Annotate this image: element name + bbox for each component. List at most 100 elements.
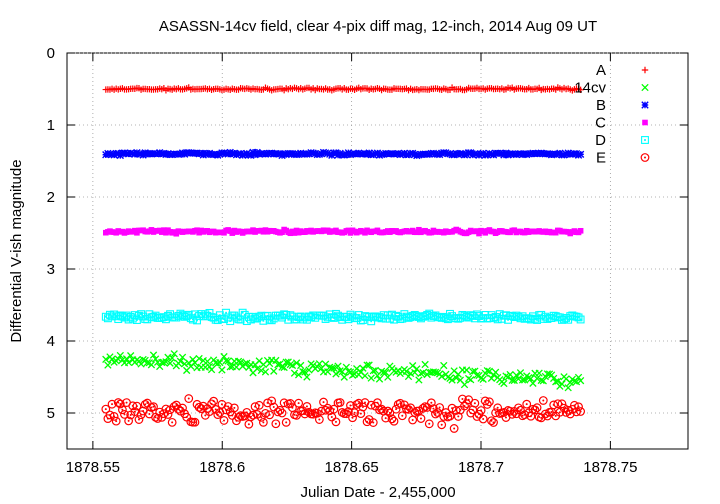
data-point: [191, 310, 199, 319]
data-point: [241, 150, 249, 159]
data-point: [127, 352, 135, 360]
data-point: [102, 355, 110, 363]
data-point: [176, 150, 185, 158]
data-point: [261, 368, 270, 376]
data-point: [385, 408, 395, 418]
data-point: [518, 312, 527, 321]
data-point: [342, 313, 351, 322]
data-point: [354, 311, 363, 319]
data-point: [417, 369, 425, 378]
data-point: [565, 409, 575, 419]
y-tick-label: 4: [47, 333, 55, 350]
data-point: [137, 310, 146, 319]
data-point: [124, 150, 133, 158]
data-point: [282, 150, 290, 159]
data-point: [409, 362, 417, 370]
data-point: [280, 363, 288, 372]
x-tick-label: 1878.55: [66, 459, 120, 476]
data-point: [164, 311, 172, 320]
data-point: [527, 374, 535, 383]
series-14cv: [102, 350, 585, 392]
data-point: [408, 415, 418, 425]
data-point: [516, 150, 525, 158]
data-point: [477, 150, 485, 158]
data-point: [111, 416, 121, 426]
legend-label: C: [595, 115, 606, 132]
data-point: [431, 409, 440, 419]
legend-marker: [641, 83, 649, 92]
data-point: [274, 361, 282, 369]
data-point: [309, 361, 317, 370]
data-point: [350, 408, 360, 418]
data-point: [572, 312, 581, 321]
data-point: [281, 417, 291, 427]
data-point: [195, 354, 203, 363]
data-point: [510, 376, 518, 385]
data-point: [397, 411, 407, 421]
data-point: [533, 316, 542, 324]
data-point: [297, 361, 305, 370]
data-point: [512, 150, 521, 159]
data-point: [560, 151, 568, 159]
data-point: [282, 358, 290, 366]
legend-item: B: [596, 97, 649, 114]
data-point: [205, 407, 214, 417]
data-point: [160, 149, 168, 158]
data-point: [214, 359, 222, 368]
data-point: [487, 150, 496, 158]
data-point: [468, 312, 477, 320]
data-point: [193, 316, 201, 325]
data-point: [532, 403, 542, 413]
x-axis-label: Julian Date - 2,455,000: [300, 484, 455, 501]
data-point: [431, 368, 440, 376]
data-point: [164, 150, 172, 158]
data-point: [223, 402, 233, 411]
legend-label: E: [596, 150, 606, 167]
data-point: [572, 378, 581, 386]
data-point: [286, 360, 295, 369]
data-point: [267, 316, 276, 325]
data-point: [415, 376, 423, 384]
data-point: [321, 315, 330, 323]
data-point: [398, 314, 407, 323]
data-point: [271, 419, 281, 429]
data-point: [328, 364, 336, 372]
data-point: [425, 150, 433, 158]
data-point: [163, 410, 173, 419]
data-point: [224, 357, 232, 365]
data-point: [300, 313, 309, 322]
y-tick-label: 3: [47, 261, 55, 278]
data-point: [348, 312, 357, 321]
data-point: [311, 149, 319, 158]
data-point: [301, 368, 309, 376]
legend-marker: [640, 153, 650, 162]
data-point: [110, 310, 119, 319]
data-point: [166, 359, 174, 367]
data-point: [292, 359, 301, 367]
x-tick-label: 1878.7: [458, 459, 504, 476]
data-point: [190, 417, 200, 427]
data-point: [462, 312, 471, 321]
data-point: [209, 313, 218, 322]
data-point: [257, 366, 265, 375]
legend-marker: [641, 66, 649, 74]
data-point: [538, 396, 548, 405]
data-point: [487, 311, 496, 320]
data-point: [424, 419, 434, 429]
data-point: [577, 227, 584, 234]
data-point: [391, 404, 401, 414]
data-point: [276, 311, 284, 320]
data-point: [205, 308, 214, 317]
data-point: [216, 358, 224, 367]
data-point: [178, 353, 187, 361]
legend-item: 14cv: [574, 80, 649, 97]
data-point: [232, 363, 241, 371]
data-point: [124, 315, 133, 324]
data-point: [453, 412, 463, 421]
data-point: [421, 312, 430, 321]
data-point: [475, 151, 483, 159]
data-point: [299, 368, 307, 376]
data-point: [267, 149, 276, 157]
data-point: [346, 401, 355, 410]
legend-label: 14cv: [574, 80, 606, 97]
